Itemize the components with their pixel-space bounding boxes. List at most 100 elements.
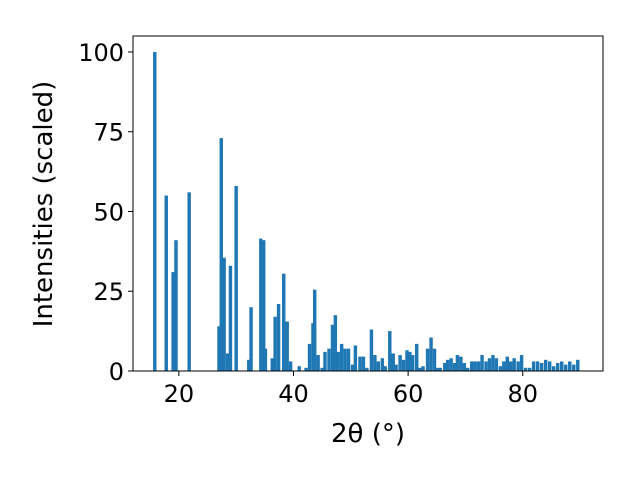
x-tick-label: 60	[393, 380, 424, 408]
bar	[435, 367, 440, 371]
bar	[346, 348, 351, 371]
x-axis-ticks: 20 40 60 80	[164, 371, 538, 408]
bar	[410, 355, 415, 371]
y-axis-label: Intensities (scaled)	[29, 81, 59, 328]
bar	[282, 273, 286, 371]
bar	[263, 348, 268, 371]
y-tick-label: 100	[78, 39, 124, 67]
bar	[339, 343, 344, 371]
bar	[304, 367, 308, 371]
bar	[543, 359, 548, 371]
bar	[576, 359, 580, 371]
bar	[219, 138, 223, 371]
bar	[455, 355, 460, 371]
bar	[459, 356, 463, 371]
bar	[380, 358, 385, 371]
bar	[560, 361, 564, 371]
bar	[535, 361, 540, 371]
bar	[551, 366, 556, 371]
bar	[401, 359, 406, 371]
bar	[276, 304, 281, 371]
bar	[228, 265, 233, 371]
bar	[487, 358, 492, 371]
bar	[568, 361, 572, 371]
bar	[519, 355, 524, 371]
bar	[343, 348, 347, 371]
bar	[498, 366, 503, 371]
bar	[505, 356, 509, 371]
bar	[527, 367, 532, 371]
bar	[333, 315, 338, 371]
bars-group	[153, 51, 580, 371]
bar	[480, 355, 484, 371]
bar	[174, 240, 178, 371]
bar	[438, 367, 442, 371]
bar	[187, 192, 191, 371]
bar	[398, 355, 402, 371]
bar	[564, 364, 568, 371]
plot-frame	[132, 35, 604, 372]
bar	[494, 358, 499, 371]
bar	[312, 289, 317, 371]
bar	[336, 351, 340, 371]
bar	[421, 366, 425, 371]
x-tick-label: 40	[278, 380, 309, 408]
bar	[462, 363, 467, 371]
bar	[365, 367, 369, 371]
x-tick-label: 20	[164, 380, 195, 408]
bar	[556, 363, 560, 371]
bar	[547, 361, 552, 371]
bar	[353, 345, 358, 371]
bar	[327, 348, 331, 371]
y-tick-label: 75	[93, 119, 124, 147]
y-tick-label: 0	[109, 358, 124, 386]
bar	[288, 361, 293, 371]
bar	[383, 366, 387, 371]
bar	[259, 238, 263, 371]
bar	[320, 367, 324, 371]
bar	[323, 351, 327, 371]
x-axis-label: 2θ (°)	[331, 419, 405, 449]
bar	[225, 353, 230, 371]
bar	[373, 355, 377, 371]
bar	[466, 367, 470, 371]
bar	[153, 51, 157, 371]
bar	[445, 359, 450, 371]
bar	[405, 350, 409, 371]
bar	[247, 359, 251, 371]
bar	[452, 363, 457, 371]
bar	[443, 363, 447, 371]
bar	[425, 348, 430, 371]
bar	[164, 195, 168, 371]
bar	[491, 355, 495, 371]
bar	[473, 361, 477, 371]
bar	[273, 316, 277, 371]
bar	[512, 358, 516, 371]
bar	[330, 324, 335, 371]
bar	[523, 367, 528, 371]
bar	[470, 361, 474, 371]
bar	[476, 361, 481, 371]
bar	[484, 361, 488, 371]
bar	[307, 343, 312, 371]
y-tick-label: 25	[93, 278, 124, 306]
bar	[429, 337, 433, 371]
bar	[234, 185, 238, 371]
bar	[171, 272, 175, 371]
bar	[316, 355, 320, 371]
bar	[432, 348, 437, 371]
bar	[572, 364, 576, 371]
y-axis-ticks: 0 25 50 75 100	[78, 39, 133, 386]
bar	[297, 366, 301, 371]
bar	[415, 343, 419, 371]
bar	[509, 361, 513, 371]
bar	[358, 356, 362, 371]
bar	[249, 307, 253, 371]
bar	[361, 356, 366, 371]
y-tick-label: 50	[93, 198, 124, 226]
x-tick-label: 80	[507, 380, 538, 408]
bar	[369, 329, 374, 371]
bar	[217, 326, 221, 371]
bar	[376, 361, 381, 371]
